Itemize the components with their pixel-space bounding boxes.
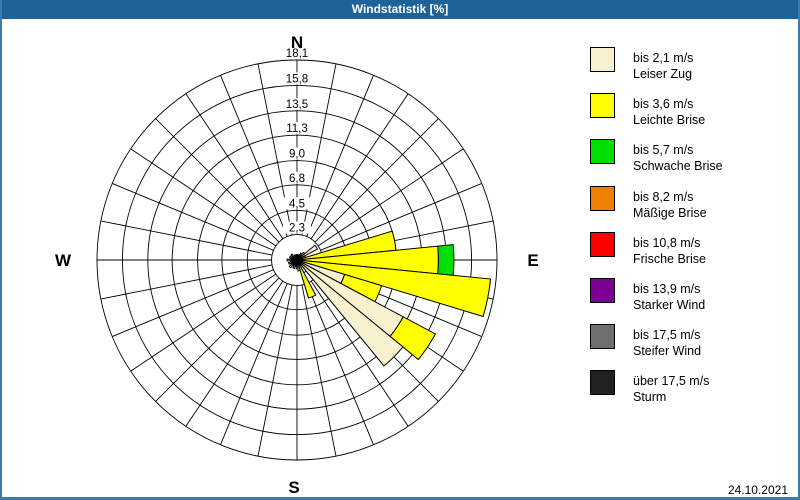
- legend-item: bis 13,9 m/s Starker Wind: [590, 278, 705, 313]
- legend-item: bis 10,8 m/s Frische Brise: [590, 231, 706, 267]
- wind-class-swatch-icon: [590, 324, 615, 350]
- radial-axis-labels: 2,3 4,5 6,8 9,0 11,3 13,5 15,8 18,1: [283, 47, 311, 235]
- legend-item: bis 2,1 m/s Leiser Zug: [590, 47, 693, 82]
- compass-labels: N E S W: [55, 33, 539, 497]
- wind-wedge: [389, 316, 437, 361]
- wind-class-swatch-icon: [590, 139, 615, 165]
- legend-item-label: bis 2,1 m/s Leiser Zug: [633, 47, 693, 82]
- legend-name-label: Starker Wind: [633, 298, 706, 312]
- title-bar: Windstatistik [%]: [0, 0, 800, 19]
- chart-date: 24.10.2021: [727, 483, 788, 497]
- legend-name-label: Steifer Wind: [633, 344, 702, 359]
- legend-speed-label: bis 8,2 m/s: [633, 189, 694, 204]
- wind-class-swatch-icon: [590, 185, 615, 211]
- radial-tick-label: 6,8: [289, 173, 305, 185]
- legend-item: bis 3,6 m/s Leichte Brise: [590, 93, 705, 128]
- legend-speed-label: bis 5,7 m/s: [633, 143, 694, 158]
- legend-speed-label: über 17,5 m/s: [633, 374, 710, 389]
- legend-name-label: Schwache Brise: [633, 159, 723, 174]
- wind-wedge: [295, 255, 298, 261]
- legend-item-label: bis 5,7 m/s Schwache Brise: [633, 139, 723, 174]
- legend-item-label: bis 17,5 m/s Steifer Wind: [633, 324, 701, 359]
- legend-item-label: bis 8,2 m/s Mäßige Brise: [633, 186, 707, 221]
- compass-label-e: E: [527, 251, 538, 270]
- legend-speed-label: bis 10,8 m/s: [633, 235, 701, 250]
- legend-speed-label: bis 2,1 m/s: [633, 51, 694, 65]
- legend-name-label: Mäßige Brise: [633, 205, 707, 220]
- wind-class-swatch-icon: [590, 231, 615, 257]
- wind-class-swatch-icon: [590, 370, 615, 396]
- legend-speed-label: bis 17,5 m/s: [633, 328, 701, 343]
- wind-class-swatch-icon: [590, 47, 615, 72]
- wind-wedge: [437, 244, 455, 276]
- legend-item: bis 17,5 m/s Steifer Wind: [590, 324, 701, 359]
- radial-tick-label: 13,5: [286, 99, 308, 111]
- legend-item-label: über 17,5 m/s Sturm: [633, 370, 709, 405]
- legend-name-label: Sturm: [633, 390, 667, 405]
- wind-wedge: [296, 259, 301, 272]
- radial-tick-label: 9,0: [289, 149, 305, 161]
- legend-item: über 17,5 m/s Sturm: [590, 370, 709, 405]
- wind-wedge: [296, 259, 404, 367]
- legend-name-label: Leiser Zug: [633, 67, 693, 81]
- wind-class-swatch-icon: [590, 278, 615, 303]
- radial-tick-label: 2,3: [289, 223, 305, 235]
- compass-label-s: S: [288, 478, 299, 497]
- legend-item: bis 8,2 m/s Mäßige Brise: [590, 185, 707, 221]
- compass-label-n: N: [291, 33, 303, 52]
- wind-sector-wedges: [286, 230, 492, 367]
- wind-wedge: [296, 244, 319, 261]
- legend-name-label: Leichte Brise: [633, 113, 706, 128]
- legend-item-label: bis 10,8 m/s Frische Brise: [633, 232, 706, 267]
- legend-name-label: Frische Brise: [633, 251, 706, 266]
- radial-tick-label: 15,8: [286, 73, 308, 85]
- compass-label-w: W: [55, 251, 72, 270]
- wind-class-swatch-icon: [590, 93, 615, 119]
- radial-tick-label: 4,5: [289, 198, 305, 210]
- page-title: Windstatistik [%]: [351, 2, 449, 16]
- radial-tick-label: 18,1: [286, 48, 308, 60]
- legend-speed-label: bis 3,6 m/s: [633, 97, 694, 112]
- legend-item-label: bis 13,9 m/s Starker Wind: [633, 278, 705, 313]
- radial-tick-label: 11,3: [286, 123, 308, 135]
- legend-speed-label: bis 13,9 m/s: [633, 282, 701, 296]
- legend-item-label: bis 3,6 m/s Leichte Brise: [633, 93, 705, 128]
- legend-item: bis 5,7 m/s Schwache Brise: [590, 139, 723, 174]
- wind-wedge: [297, 264, 317, 299]
- wind-wedge: [301, 259, 492, 318]
